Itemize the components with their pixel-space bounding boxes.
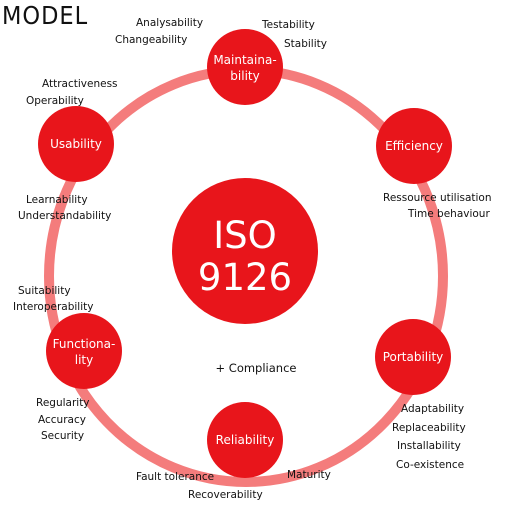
sub-maturity: Maturity — [287, 469, 331, 481]
sub-regularity: Regularity — [36, 397, 90, 409]
sub-installability: Installability — [397, 440, 461, 452]
sub-accuracy: Accuracy — [38, 414, 86, 426]
sub-interoperability: Interoperability — [13, 301, 93, 313]
sub-testability: Testability — [261, 19, 315, 31]
sub-ressource-utilisation: Ressource utilisation — [383, 192, 492, 204]
sub-understandability: Understandability — [18, 210, 111, 222]
node-maintainability-line1: Maintaina- — [213, 53, 276, 67]
center-line1: ISO — [213, 214, 277, 257]
compliance-label: + Compliance — [216, 361, 297, 375]
node-usability — [38, 106, 114, 182]
node-maintainability — [207, 29, 283, 105]
iso9126-center — [172, 178, 318, 324]
sub-suitability: Suitability — [18, 285, 71, 297]
sub-fault-tolerance: Fault tolerance — [136, 471, 214, 483]
sub-changeability: Changeability — [115, 34, 187, 46]
center-line2: 9126 — [198, 256, 292, 299]
heading: MODEL — [2, 1, 88, 30]
node-functionality — [46, 313, 122, 389]
node-efficiency — [376, 108, 452, 184]
node-functionality-line2: lity — [75, 353, 93, 367]
sub-adaptability: Adaptability — [401, 403, 464, 415]
sub-stability: Stability — [284, 38, 327, 50]
sub-replaceability: Replaceability — [392, 422, 466, 434]
sub-co-existence: Co-existence — [396, 459, 464, 471]
node-reliability-line1: Reliability — [216, 433, 275, 447]
sub-attractiveness: Attractiveness — [42, 78, 118, 90]
node-usability-line1: Usability — [50, 137, 102, 151]
sub-learnability: Learnability — [26, 194, 88, 206]
sub-analysability: Analysability — [136, 17, 203, 29]
node-efficiency-line1: Efficiency — [385, 139, 443, 153]
sub-recoverability: Recoverability — [188, 489, 263, 501]
sub-security: Security — [41, 430, 84, 442]
node-functionality-line1: Functiona- — [53, 337, 116, 351]
node-reliability — [207, 402, 283, 478]
node-portability — [375, 319, 451, 395]
node-maintainability-line2: bility — [230, 69, 259, 83]
sub-time-behaviour: Time behaviour — [407, 208, 490, 220]
sub-operability: Operability — [26, 95, 84, 107]
node-portability-line1: Portability — [383, 350, 444, 364]
